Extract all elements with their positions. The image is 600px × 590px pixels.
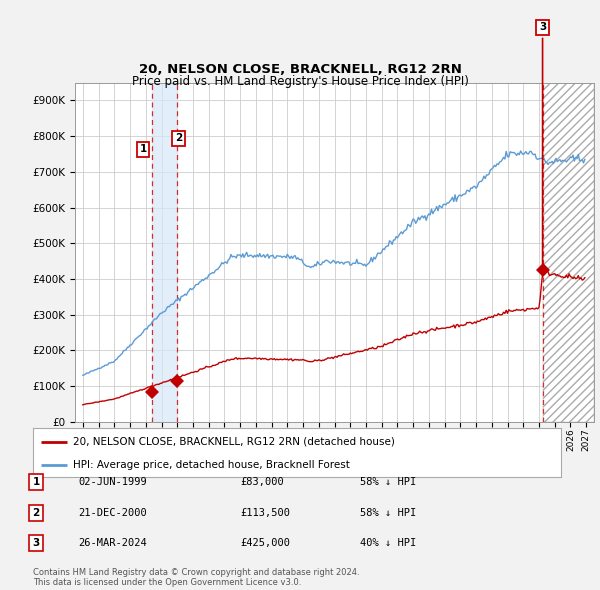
Text: 58% ↓ HPI: 58% ↓ HPI <box>360 477 416 487</box>
Bar <box>542 83 594 422</box>
Text: 20, NELSON CLOSE, BRACKNELL, RG12 2RN: 20, NELSON CLOSE, BRACKNELL, RG12 2RN <box>139 63 461 76</box>
Text: 58% ↓ HPI: 58% ↓ HPI <box>360 508 416 517</box>
Text: 02-JUN-1999: 02-JUN-1999 <box>78 477 147 487</box>
Text: Price paid vs. HM Land Registry's House Price Index (HPI): Price paid vs. HM Land Registry's House … <box>131 75 469 88</box>
Text: 2: 2 <box>32 508 40 517</box>
Text: 3: 3 <box>32 539 40 548</box>
Text: £83,000: £83,000 <box>240 477 284 487</box>
Text: Contains HM Land Registry data © Crown copyright and database right 2024.
This d: Contains HM Land Registry data © Crown c… <box>33 568 359 587</box>
Text: 1: 1 <box>139 145 146 155</box>
Text: 40% ↓ HPI: 40% ↓ HPI <box>360 539 416 548</box>
Text: 21-DEC-2000: 21-DEC-2000 <box>78 508 147 517</box>
Text: 26-MAR-2024: 26-MAR-2024 <box>78 539 147 548</box>
Text: HPI: Average price, detached house, Bracknell Forest: HPI: Average price, detached house, Brac… <box>73 460 349 470</box>
Text: 1: 1 <box>32 477 40 487</box>
Text: 2: 2 <box>175 133 182 143</box>
Text: £113,500: £113,500 <box>240 508 290 517</box>
Text: £425,000: £425,000 <box>240 539 290 548</box>
Text: 3: 3 <box>539 22 546 267</box>
Text: 20, NELSON CLOSE, BRACKNELL, RG12 2RN (detached house): 20, NELSON CLOSE, BRACKNELL, RG12 2RN (d… <box>73 437 394 447</box>
Bar <box>152 83 177 422</box>
